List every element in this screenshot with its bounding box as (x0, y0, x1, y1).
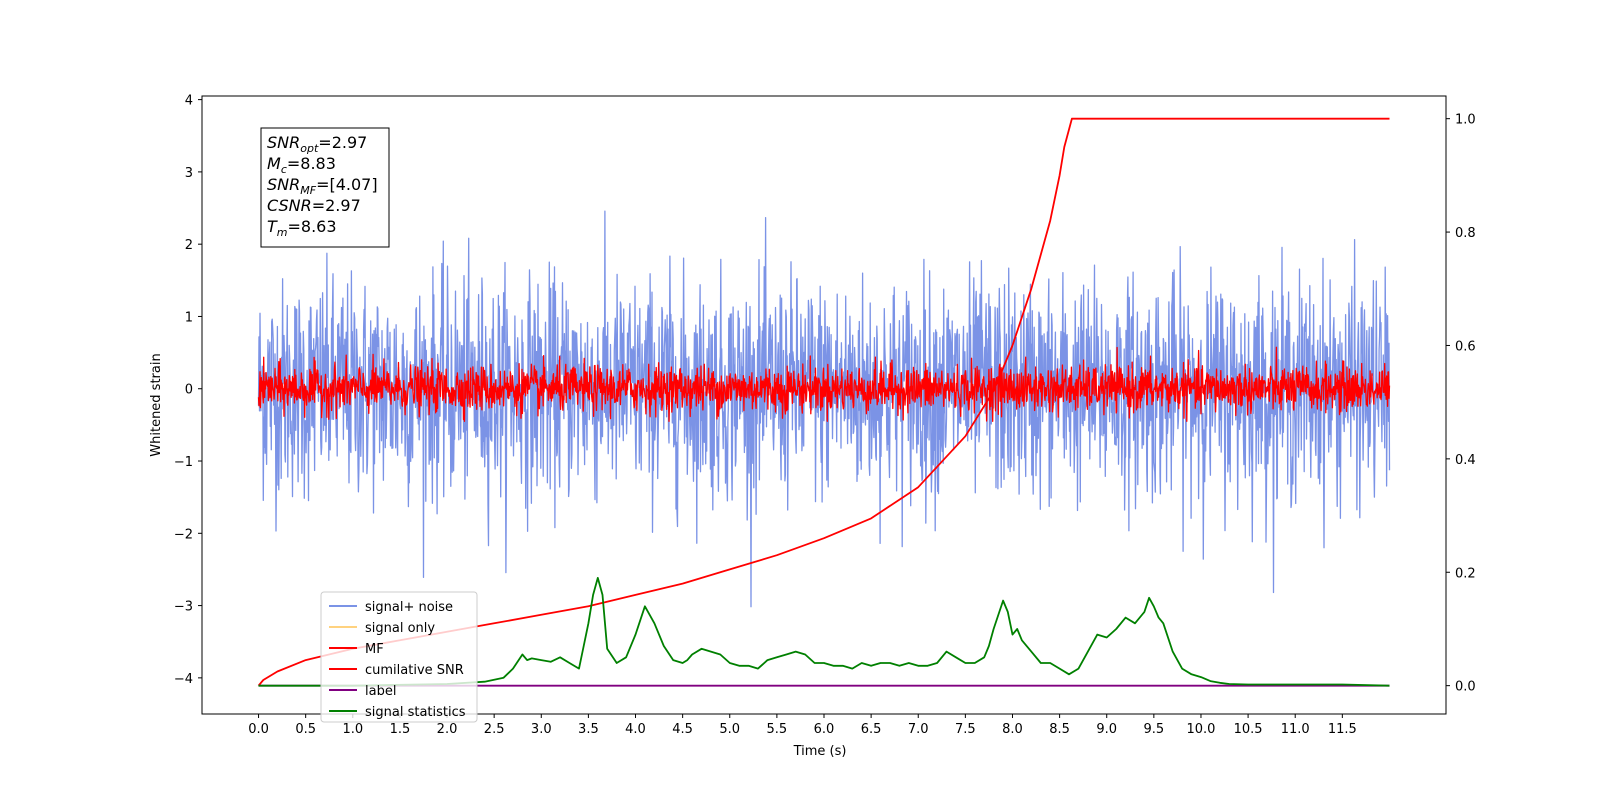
y2-axis-ticks: 0.0 0.2 0.4 0.6 0.8 1.0 (1446, 113, 1476, 695)
x-tick-label: 0.0 (248, 722, 269, 737)
x-tick-label: 2.0 (437, 722, 458, 737)
x-tick-label: 6.0 (814, 722, 835, 737)
y-tick-label: 3 (185, 166, 193, 181)
series-signal-statistics (258, 577, 1390, 687)
x-tick-label: 11.5 (1328, 722, 1357, 737)
y-tick-label: −3 (174, 600, 193, 615)
annotation-line: Tm=8.63 (267, 217, 337, 239)
x-tick-label: 1.5 (390, 722, 411, 737)
annotation-line: SNRopt=2.97 (267, 133, 367, 155)
x-tick-label: 11.0 (1281, 722, 1310, 737)
series-mf (257, 346, 1391, 422)
x-tick-label: 8.5 (1049, 722, 1070, 737)
y-tick-label: 0 (185, 383, 193, 398)
y-tick-label: 1 (185, 310, 193, 325)
legend-label: cumilative SNR (365, 663, 464, 678)
x-axis-ticks: 0.0 0.5 1.0 1.5 2.0 2.5 3.0 3.5 4.0 4.5 5.0 5.5 6.0 6… (248, 714, 1357, 737)
x-tick-label: 10.5 (1234, 722, 1263, 737)
annotation-line: CSNR=2.97 (267, 196, 361, 215)
y-tick-label: 4 (185, 94, 193, 109)
x-tick-label: 2.5 (484, 722, 505, 737)
y-tick-label: −2 (174, 527, 193, 542)
annotation-line: Mc=8.83 (267, 154, 336, 176)
x-tick-label: 6.5 (861, 722, 882, 737)
y-tick-label: −4 (174, 672, 193, 687)
y-tick-label: 2 (185, 238, 193, 253)
legend-label: signal+ noise (365, 600, 453, 615)
x-tick-label: 4.0 (625, 722, 646, 737)
legend: signal+ noise signal only MF cumilative SNR… (320, 591, 478, 723)
x-tick-label: 10.0 (1186, 722, 1215, 737)
x-axis-label: Time (s) (793, 744, 847, 759)
x-tick-label: 9.5 (1144, 722, 1165, 737)
legend-label: label (365, 684, 396, 699)
legend-label: MF (365, 642, 384, 657)
y2-tick-label: 1.0 (1455, 113, 1476, 128)
y2-tick-label: 0.2 (1455, 566, 1476, 581)
x-tick-label: 3.5 (578, 722, 599, 737)
x-tick-label: 9.0 (1096, 722, 1117, 737)
y-axis-ticks: −4 −3 −2 −1 0 1 2 3 4 (174, 94, 202, 687)
x-tick-label: 7.5 (955, 722, 976, 737)
x-tick-label: 7.0 (908, 722, 929, 737)
legend-label: signal only (365, 621, 435, 636)
x-tick-label: 0.5 (295, 722, 316, 737)
x-tick-label: 4.5 (672, 722, 693, 737)
x-tick-label: 5.5 (767, 722, 788, 737)
annotation-line: SNRMF=[4.07] (267, 175, 378, 197)
x-tick-label: 8.0 (1002, 722, 1023, 737)
y2-tick-label: 0.6 (1455, 339, 1476, 354)
x-tick-label: 5.0 (719, 722, 740, 737)
x-tick-label: 3.0 (531, 722, 552, 737)
legend-label: signal statistics (365, 705, 466, 720)
y2-tick-label: 0.0 (1455, 680, 1476, 695)
y2-tick-label: 0.8 (1455, 226, 1476, 241)
y-tick-label: −1 (174, 455, 193, 470)
y-axis-label: Whitened strain (149, 353, 164, 456)
x-tick-label: 1.0 (342, 722, 363, 737)
y2-tick-label: 0.4 (1455, 453, 1476, 468)
